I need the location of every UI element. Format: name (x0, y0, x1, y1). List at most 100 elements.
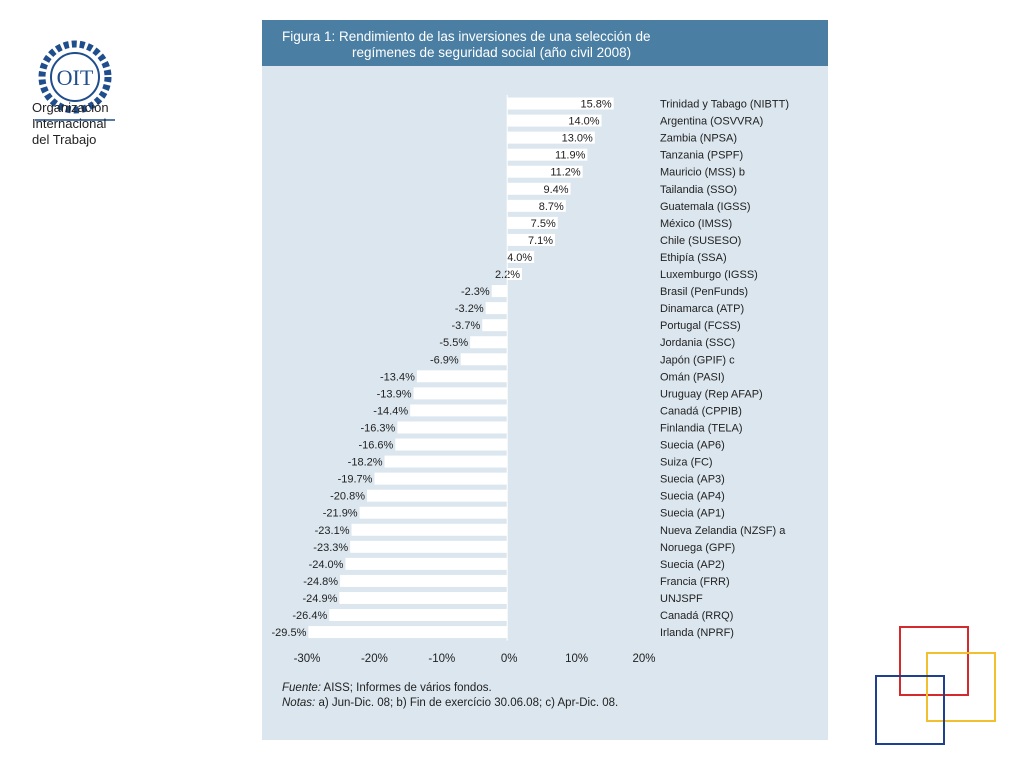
bar (491, 285, 508, 298)
source-text: AISS; Informes de vários fondos. (321, 682, 492, 694)
data-label: 15.8% (580, 99, 611, 111)
data-label: -14.4% (373, 405, 408, 417)
data-label: -2.3% (461, 286, 490, 298)
category-label: Noruega (GPF) (660, 542, 735, 554)
decor-blue-square (875, 675, 945, 745)
category-label: Jordania (SSC) (660, 337, 735, 349)
bar (507, 114, 602, 127)
data-label: -29.5% (272, 627, 307, 639)
data-label: -26.4% (292, 610, 327, 622)
figure-header: Figura 1: Rendimiento de las inversiones… (262, 20, 828, 66)
category-label: Chile (SUSESO) (660, 235, 741, 247)
data-label: 11.2% (550, 167, 581, 179)
data-label: -13.9% (377, 388, 412, 400)
bar (345, 557, 508, 570)
bar-chart: 15.8% Trinidad y Tabago (NIBTT) 14.0% Argen… (272, 95, 789, 665)
data-label: -5.5% (439, 337, 468, 349)
category-label: Irlanda (NPRF) (660, 627, 734, 639)
source-label: Fuente: (282, 682, 321, 694)
bar (413, 387, 508, 400)
decor-red-square (899, 626, 969, 696)
bar (507, 182, 571, 195)
category-label: Trinidad y Tabago (NIBTT) (660, 99, 789, 111)
bar (507, 131, 595, 144)
x-tick-label: 0% (501, 653, 518, 665)
category-label: Luxemburgo (IGSS) (660, 269, 758, 281)
data-label: 9.4% (543, 184, 568, 196)
category-label: Ethipía (SSA) (660, 252, 727, 264)
category-label: México (IMSS) (660, 218, 732, 230)
x-tick-label: 20% (632, 653, 655, 665)
bar (507, 250, 535, 263)
bar (416, 370, 508, 383)
bar (482, 319, 508, 332)
bar (397, 421, 508, 434)
bar (507, 268, 523, 281)
data-label: -16.3% (360, 422, 395, 434)
category-label: Suecia (AP1) (660, 508, 725, 520)
data-label: -24.9% (303, 593, 338, 605)
category-label: Mauricio (MSS) b (660, 167, 745, 179)
category-label: Tanzania (PSPF) (660, 150, 743, 162)
category-label: Japón (GPIF) c (660, 354, 735, 366)
bar (470, 336, 508, 349)
bar (329, 609, 508, 622)
category-label: Nueva Zelandia (NZSF) a (660, 525, 786, 537)
decor-yellow-square (926, 652, 996, 722)
data-label: 13.0% (562, 133, 593, 145)
bar (367, 489, 508, 502)
bar (384, 455, 508, 468)
bar (507, 148, 588, 161)
org-name-line-1: Organización (32, 100, 109, 115)
category-label: Omán (PASI) (660, 371, 725, 383)
x-tick-label: -20% (361, 653, 388, 665)
bar (507, 199, 566, 212)
bar (374, 472, 508, 485)
data-label: -3.2% (455, 303, 484, 315)
bar (340, 574, 508, 587)
bar (485, 302, 508, 315)
bar (507, 233, 556, 246)
data-label: -18.2% (348, 457, 383, 469)
x-tick-label: -10% (428, 653, 455, 665)
category-label: Dinamarca (ATP) (660, 303, 744, 315)
category-label: Brasil (PenFunds) (660, 286, 748, 298)
category-label: UNJSPF (660, 593, 703, 605)
data-label: 11.9% (555, 150, 586, 162)
data-label: 4.0% (507, 252, 532, 264)
category-label: Canadá (CPPIB) (660, 405, 742, 417)
category-label: Suiza (FC) (660, 457, 713, 469)
data-label: -24.0% (309, 559, 344, 571)
data-label: -19.7% (338, 474, 373, 486)
category-label: Canadá (RRQ) (660, 610, 733, 622)
bar (339, 591, 508, 604)
category-label: Suecia (AP4) (660, 491, 725, 503)
category-label: Francia (FRR) (660, 576, 730, 588)
source-note: Fuente: AISS; Informes de vários fondos. (282, 682, 492, 694)
org-name-line-2: Internacional (32, 116, 107, 131)
data-label: -23.1% (315, 525, 350, 537)
notes-note: Notas: a) Jun-Dic. 08; b) Fin de exercíc… (282, 697, 618, 709)
bar (507, 216, 558, 229)
bar (359, 506, 508, 519)
data-label: -6.9% (430, 354, 459, 366)
category-label: Portugal (FCSS) (660, 320, 741, 332)
data-label: -13.4% (380, 371, 415, 383)
bar (350, 540, 508, 553)
data-label: -21.9% (323, 508, 358, 520)
category-label: Suecia (AP6) (660, 440, 725, 452)
bar (507, 165, 583, 178)
bar (351, 523, 508, 536)
data-label: 8.7% (539, 201, 564, 213)
data-label: 14.0% (568, 116, 599, 128)
category-label: Tailandia (SSO) (660, 184, 737, 196)
org-name-line-3: del Trabajo (32, 132, 97, 147)
bar (410, 404, 508, 417)
category-label: Zambia (NPSA) (660, 133, 737, 145)
logo-lettering: OIT (57, 65, 94, 90)
data-label: -20.8% (330, 491, 365, 503)
data-label: -16.6% (358, 440, 393, 452)
x-tick-label: 10% (565, 653, 588, 665)
bar (460, 353, 508, 366)
oit-logo: OIT (35, 40, 115, 121)
